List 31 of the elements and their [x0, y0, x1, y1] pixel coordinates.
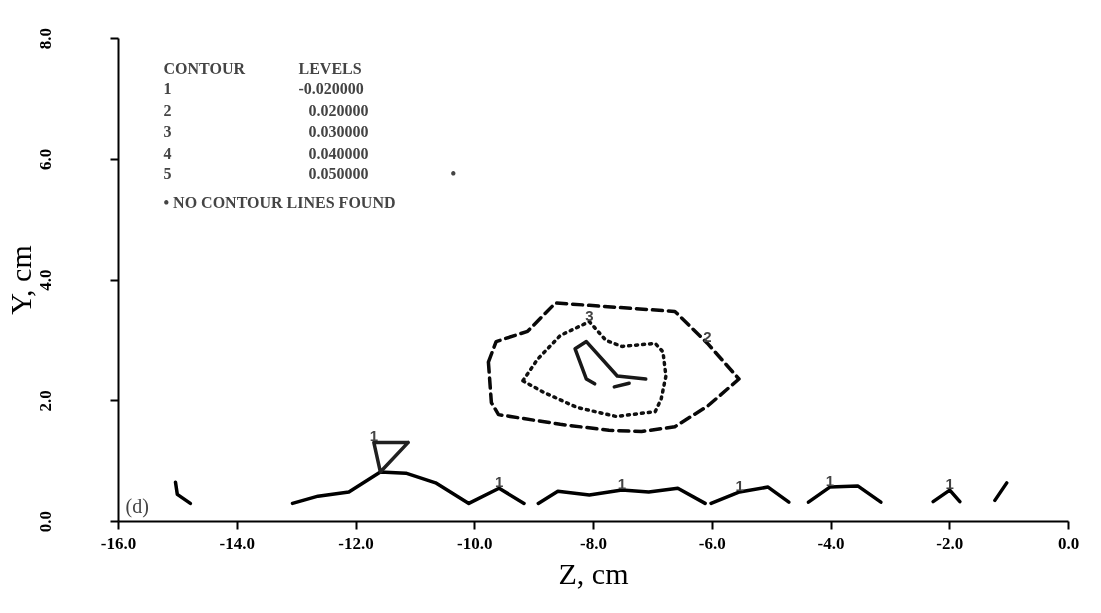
y-tick-label: 4.0 — [35, 269, 55, 291]
y-tick-label: 8.0 — [35, 27, 55, 50]
annotation: 1 — [369, 427, 378, 445]
y-tick-label: 6.0 — [35, 148, 55, 170]
x-axis-title: Z, cm — [558, 556, 629, 590]
x-tick-label: -6.0 — [698, 533, 726, 553]
annotation: 2 — [703, 328, 712, 346]
text: 5 0.050000 • — [163, 165, 457, 182]
y-tick-label: 2.0 — [35, 390, 55, 412]
x-tick-label: 0.0 — [1057, 533, 1080, 553]
annotation: 1 — [945, 475, 954, 493]
annotation: (d) — [125, 494, 149, 518]
text: 2 0.020000 — [163, 102, 369, 119]
text: CONTOUR LEVELS — [163, 60, 362, 77]
annotation: 1 — [494, 473, 504, 491]
x-tick-label: -4.0 — [817, 533, 845, 553]
text: 3 0.030000 — [163, 123, 369, 140]
x-tick-label: -8.0 — [580, 533, 607, 553]
annotation: • NO CONTOUR LINES FOUND — [163, 194, 396, 211]
x-tick-label: -10.0 — [457, 533, 493, 553]
x-tick-label: -12.0 — [338, 533, 374, 553]
y-tick-label: 0.0 — [35, 510, 55, 533]
x-tick-label: -16.0 — [100, 533, 137, 553]
text: 1 -0.020000 — [163, 80, 364, 97]
text: 4 0.040000 — [163, 145, 369, 162]
annotation: 3 — [585, 306, 594, 324]
annotation: 1 — [735, 476, 744, 494]
x-tick-label: -2.0 — [936, 533, 964, 553]
annotation: 1 — [825, 472, 834, 490]
x-tick-label: -14.0 — [219, 533, 255, 553]
y-axis-title: Y, cm — [3, 245, 37, 315]
